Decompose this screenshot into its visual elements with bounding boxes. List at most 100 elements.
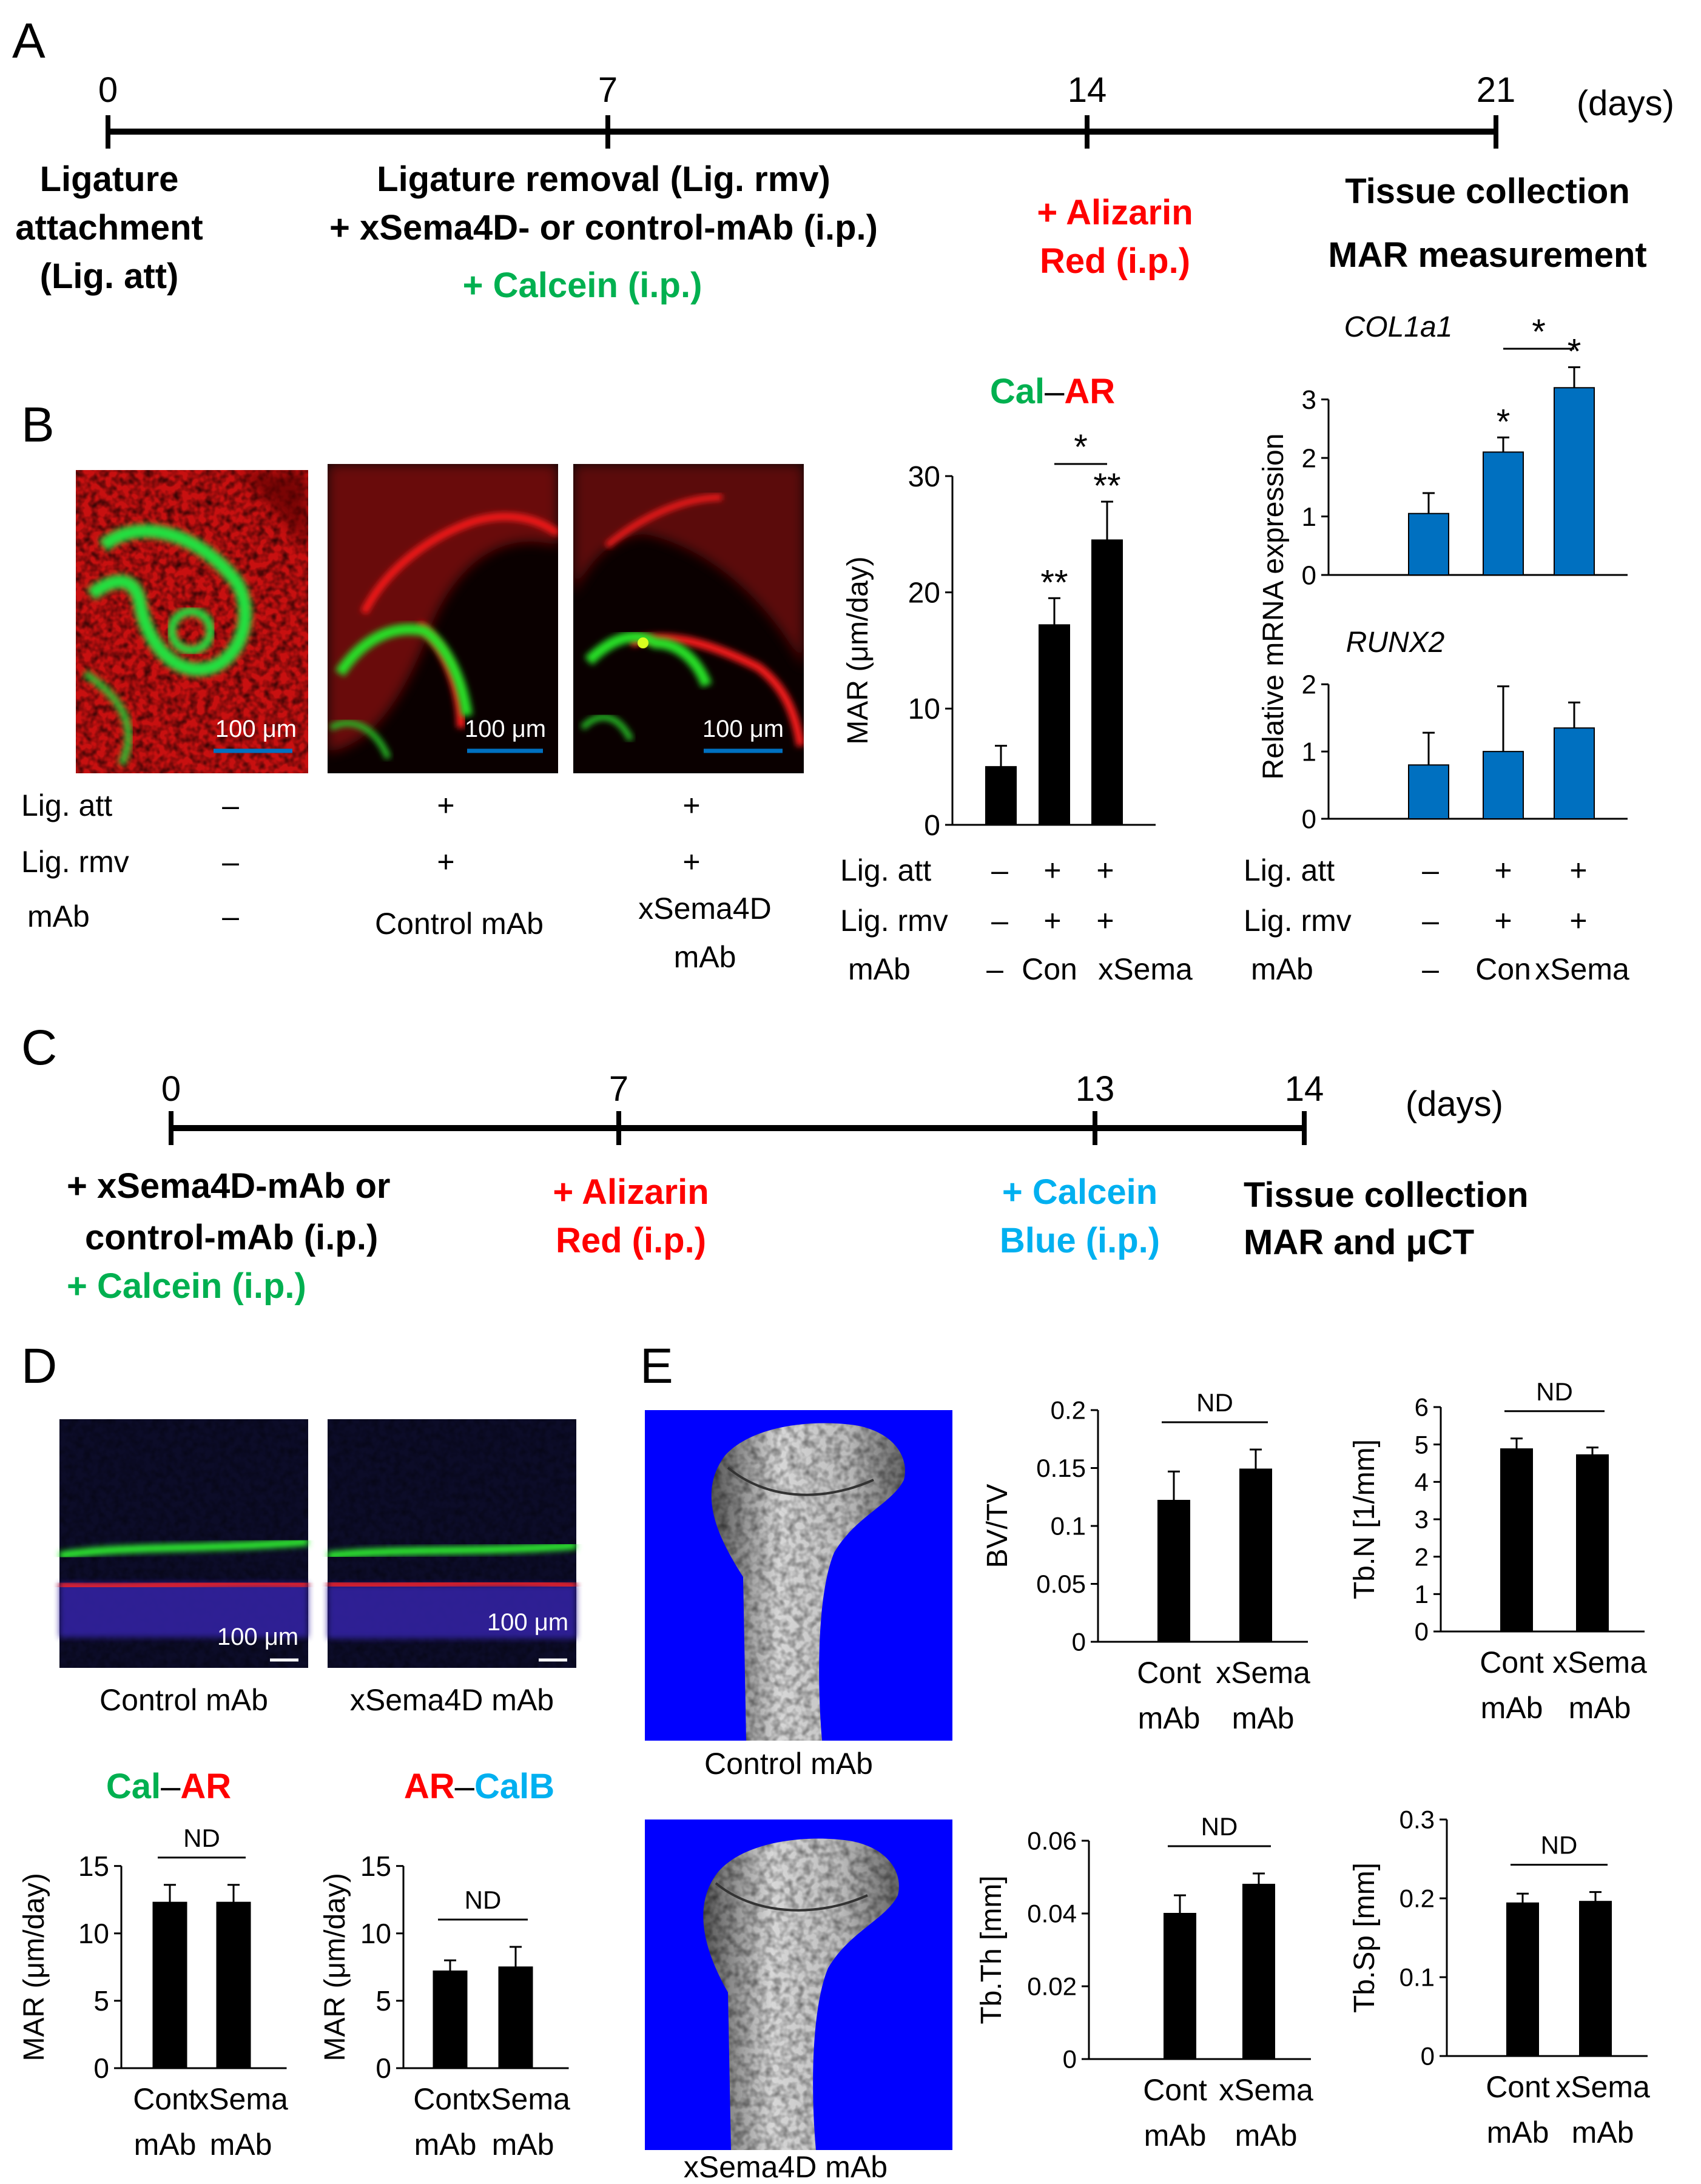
event-text: Tissue collection [1345,172,1630,211]
y-axis-label: MAR (μm/day) [18,1873,50,2061]
row-label-lig-rmv: Lig. rmv [21,845,129,879]
timeline-a-unit: (days) [1577,84,1674,123]
condition-value: – [986,952,1003,986]
category-label: Cont [1143,2073,1207,2107]
chart-title: COL1a1 [1344,311,1453,343]
condition-value: + [437,845,454,879]
title-part-sep: – [455,1767,475,1806]
bar [1483,751,1524,820]
y-tick-label: 15 [360,1850,391,1882]
y-tick-label: 4 [1415,1468,1429,1496]
bar [1408,764,1449,819]
bar [1039,624,1070,826]
condition-value: – [1422,853,1439,887]
category-label: mAb [1487,2115,1549,2149]
xsema4d-mAb-microct-image [645,1819,952,2150]
y-tick-label: 20 [908,577,940,609]
timeline-c-label-0: 0 [161,1069,181,1109]
condition-value: + [1096,853,1114,887]
category-label: xSema [1555,2070,1650,2104]
y-axis-label: BV/TV [982,1484,1014,1568]
category-label: xSema [476,2082,570,2116]
timeline-c-label-7: 7 [609,1069,628,1109]
panel-label-d: D [21,1339,57,1394]
condition-value: + [1569,853,1587,887]
category-label: xSema [1216,1656,1310,1690]
category-label: xSema [1552,1645,1647,1679]
y-tick-label: 3 [1302,385,1316,415]
nd-label: ND [1536,1377,1573,1406]
significance-mark: * [1532,312,1546,352]
timeline-c-event-day14: Tissue collection MAR and μCT [1244,1175,1529,1262]
timeline-c-unit: (days) [1406,1084,1503,1124]
bar [1157,1499,1190,1642]
y-tick-label: 0.02 [1027,1972,1077,2001]
bar [1554,727,1595,819]
y-tick-label: 0 [1302,560,1316,590]
y-tick-label: 1 [1302,738,1316,767]
condition-value: Control mAb [375,907,544,941]
bar [498,1966,533,2069]
category-label: mAb [134,2128,197,2162]
title-part-cal: Cal [106,1767,161,1806]
bar [1483,451,1524,576]
condition-value: – [1422,952,1439,986]
y-axis-label: Tb.Sp [mm] [1349,1863,1381,2013]
e-caption-control: Control mAb [704,1747,873,1781]
title-part-sep: – [161,1767,181,1806]
y-tick-label: 0.1 [1051,1512,1086,1541]
y-tick-label: 15 [78,1850,109,1882]
row-label-lig-att: Lig. att [840,853,931,887]
bar [1242,1884,1275,2060]
event-text-green: + Calcein (i.p.) [463,266,702,305]
y-tick-label: 0 [376,2052,391,2084]
row-label-lig-att: Lig. att [1244,853,1335,887]
condition-value: Con [1475,952,1531,986]
y-tick-label: 0 [1415,1618,1429,1646]
row-label-lig-rmv: Lig. rmv [1244,904,1352,938]
d-chart1-title: Cal–AR [106,1767,231,1806]
bar [1164,1913,1196,2060]
condition-value: mAb [674,940,736,974]
bar [1579,1901,1612,2057]
no-treatment-fluorescence-image: 100 μm [76,470,308,773]
condition-value: + [437,788,454,822]
timeline-a-label-7: 7 [598,70,618,110]
title-part-ar: AR [404,1767,455,1806]
y-tick-label: 0 [1302,804,1316,834]
bar [216,1901,251,2069]
nd-label: ND [1201,1812,1238,1841]
bar [1576,1454,1609,1633]
scale-bar-label: 100 μm [215,716,297,742]
y-axis-label: Tb.Th [mm] [975,1875,1008,2024]
y-tick-label: 0.1 [1400,1963,1435,1992]
b-mar-chart-title: Cal–AR [990,372,1115,411]
title-part-sep: – [1045,372,1065,411]
panel-a: A 0 7 14 21 (days) Ligature attachment (… [12,13,1674,305]
e-caption-xsema: xSema4D mAb [684,2150,888,2184]
y-axis-label: MAR (μm/day) [842,556,874,744]
timeline-a-event-day14: + Alizarin Red (i.p.) [1037,193,1193,281]
category-label: mAb [1138,1701,1201,1735]
timeline-a-event-day7: Ligature removal (Lig. rmv) + xSema4D- o… [329,160,878,305]
event-text: MAR and μCT [1244,1223,1474,1262]
condition-value: – [222,788,239,822]
event-text: Tissue collection [1244,1175,1529,1215]
xsema4d-mAb-fluorescence-image: 100 μm [573,464,804,773]
category-label: Cont [1137,1656,1201,1690]
row-label-mab: mAb [27,899,90,933]
condition-value: Con [1022,952,1077,986]
significance-mark: * [1568,332,1581,372]
b-qpcr-chart-conditions: Lig. att Lig. rmv mAb – + + – + + – Con … [1244,853,1629,986]
panel-label-c: C [21,1020,57,1075]
control-mAb-microct-image [645,1410,952,1741]
event-text: Ligature removal (Lig. rmv) [377,160,830,199]
condition-value: + [1096,904,1114,938]
event-text-green: + Calcein (i.p.) [67,1266,306,1306]
bar [1091,539,1123,826]
